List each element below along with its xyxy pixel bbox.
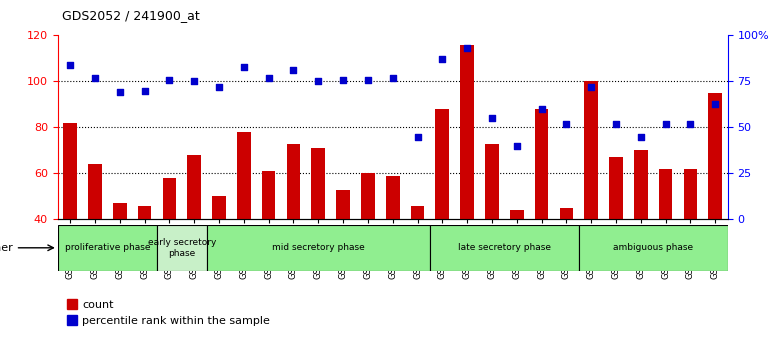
Point	[213, 84, 225, 90]
Text: proliferative phase: proliferative phase	[65, 243, 150, 252]
Point	[114, 90, 126, 95]
Bar	[361, 173, 375, 219]
Text: early secretory
phase: early secretory phase	[148, 238, 216, 257]
Bar	[237, 132, 251, 219]
Text: ambiguous phase: ambiguous phase	[613, 243, 693, 252]
Bar	[162, 178, 176, 219]
Point	[139, 88, 151, 93]
Point	[238, 64, 250, 69]
Point	[535, 106, 547, 112]
Bar	[386, 176, 400, 219]
Bar	[187, 155, 201, 219]
Bar	[113, 203, 126, 219]
Bar	[311, 148, 325, 219]
Bar	[88, 164, 102, 219]
Bar	[436, 109, 449, 219]
Legend: count, percentile rank within the sample: count, percentile rank within the sample	[63, 296, 275, 330]
Bar	[510, 210, 524, 219]
Bar	[579, 225, 728, 271]
Bar	[336, 189, 350, 219]
Bar	[430, 225, 579, 271]
Point	[511, 143, 523, 149]
Point	[585, 84, 598, 90]
Point	[634, 134, 647, 139]
Bar	[659, 169, 672, 219]
Bar	[262, 171, 276, 219]
Point	[312, 79, 324, 84]
Bar	[609, 157, 623, 219]
Bar	[634, 150, 648, 219]
Bar	[684, 169, 698, 219]
Bar	[157, 225, 206, 271]
Point	[685, 121, 697, 127]
Bar	[138, 206, 152, 219]
Point	[436, 57, 448, 62]
Bar	[58, 225, 157, 271]
Bar	[485, 143, 499, 219]
Point	[362, 77, 374, 82]
Point	[610, 121, 622, 127]
Point	[188, 79, 200, 84]
Point	[659, 121, 671, 127]
Point	[287, 68, 300, 73]
Point	[461, 45, 474, 51]
Point	[411, 134, 424, 139]
Point	[89, 75, 101, 81]
Text: other: other	[0, 243, 13, 253]
Bar	[460, 45, 474, 219]
Point	[263, 75, 275, 81]
Point	[486, 115, 498, 121]
Bar	[206, 225, 430, 271]
Bar	[410, 206, 424, 219]
Point	[561, 121, 573, 127]
Point	[709, 101, 721, 106]
Bar	[708, 93, 722, 219]
Text: GDS2052 / 241900_at: GDS2052 / 241900_at	[62, 9, 199, 22]
Bar	[213, 196, 226, 219]
Bar	[534, 109, 548, 219]
Bar	[584, 81, 598, 219]
Point	[64, 62, 76, 68]
Point	[337, 77, 350, 82]
Bar	[560, 208, 573, 219]
Point	[163, 77, 176, 82]
Bar	[286, 143, 300, 219]
Text: late secretory phase: late secretory phase	[458, 243, 551, 252]
Point	[387, 75, 399, 81]
Text: mid secretory phase: mid secretory phase	[272, 243, 365, 252]
Bar	[63, 123, 77, 219]
